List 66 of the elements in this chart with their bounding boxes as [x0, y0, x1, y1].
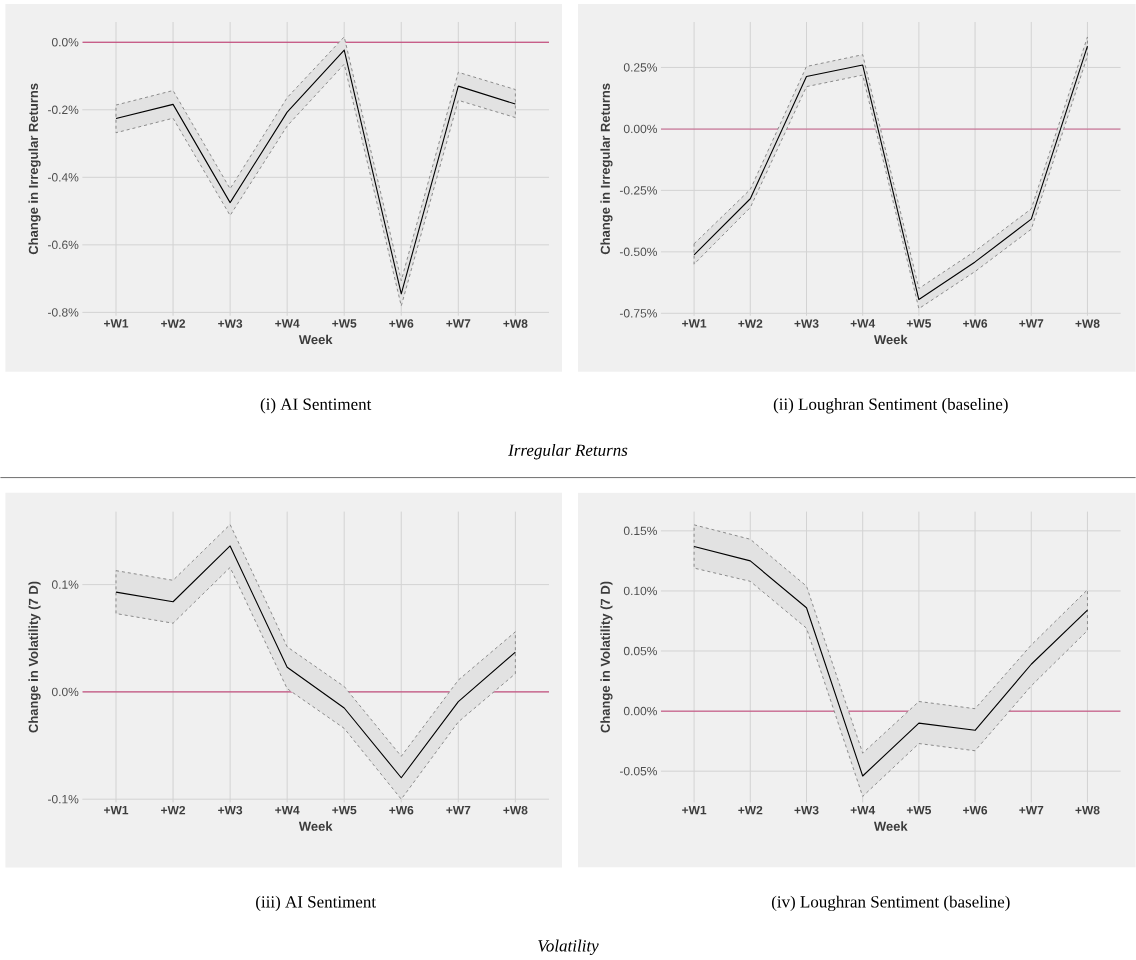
- y-tick-label: 0.0%: [51, 37, 79, 47]
- x-tick-label: +W7: [446, 319, 471, 328]
- y-tick-label: 0.10%: [623, 586, 657, 596]
- x-tick-label: +W2: [161, 805, 186, 815]
- x-tick-label: +W2: [738, 319, 763, 328]
- y-tick-label: -0.75%: [619, 308, 657, 318]
- x-tick-label: +W7: [446, 805, 471, 815]
- x-tick-label: +W6: [963, 319, 988, 328]
- x-tick-label: +W7: [1019, 805, 1044, 815]
- x-axis-title: Week: [873, 821, 908, 831]
- line-series: [693, 545, 1089, 777]
- x-tick-label: +W5: [332, 319, 357, 328]
- x-tick-label: +W1: [682, 319, 707, 328]
- x-tick-label: +W8: [1075, 319, 1100, 328]
- x-tick-label: +W1: [104, 319, 129, 328]
- y-tick-label: -0.2%: [48, 105, 79, 114]
- text: Irregular Returns: [508, 443, 628, 460]
- y-tick-label: -0.25%: [619, 185, 657, 195]
- x-tick-label: +W1: [104, 805, 129, 815]
- x-tick-label: +W4: [275, 805, 300, 815]
- text: (i) AI Sentiment: [260, 397, 372, 414]
- x-tick-label: +W8: [1075, 805, 1100, 815]
- x-tick-label: +W4: [850, 319, 876, 328]
- x-axis-title: Week: [298, 334, 333, 345]
- y-axis-title: Change in Irregular Returns: [28, 83, 41, 255]
- x-tick-label: +W2: [738, 805, 763, 815]
- y-axis-title: Change in Volatility (7 D): [600, 581, 613, 733]
- y-tick-label: 0.00%: [623, 706, 657, 716]
- text: Volatility: [538, 939, 599, 955]
- y-tick-label: 0.25%: [623, 63, 657, 72]
- x-tick-label: +W3: [218, 319, 243, 328]
- x-axis-title: Week: [873, 334, 908, 345]
- y-tick-label: 0.1%: [51, 580, 79, 589]
- y-tick-label: 0.00%: [623, 124, 657, 134]
- x-tick-label: +W6: [389, 319, 414, 328]
- y-axis-title: Change in Irregular Returns: [600, 83, 613, 255]
- y-tick-label: -0.6%: [48, 240, 79, 249]
- x-tick-label: +W3: [218, 805, 243, 815]
- y-axis-title: Change in Volatility (7 D): [28, 581, 41, 733]
- y-tick-label: -0.05%: [619, 766, 657, 776]
- x-tick-label: +W4: [275, 319, 300, 328]
- text: (iii) AI Sentiment: [256, 895, 376, 911]
- x-tick-label: +W6: [963, 805, 988, 815]
- x-tick-label: +W6: [389, 805, 414, 815]
- x-tick-label: +W8: [503, 319, 528, 328]
- x-tick-label: +W8: [503, 805, 528, 815]
- y-tick-label: 0.15%: [623, 526, 657, 535]
- y-tick-label: 0.0%: [51, 687, 79, 696]
- x-tick-label: +W3: [794, 805, 819, 815]
- y-tick-label: -0.8%: [48, 307, 79, 317]
- text: (iv) Loughran Sentiment (baseline): [771, 895, 1010, 911]
- text: (ii) Loughran Sentiment (baseline): [773, 397, 1008, 414]
- x-tick-label: +W5: [906, 805, 932, 815]
- x-tick-label: +W2: [161, 319, 186, 328]
- y-tick-label: -0.1%: [48, 794, 79, 804]
- y-tick-label: -0.50%: [619, 247, 657, 256]
- x-tick-label: +W5: [332, 805, 357, 815]
- y-tick-label: 0.05%: [623, 646, 657, 656]
- x-tick-label: +W1: [682, 805, 707, 815]
- x-axis-title: Week: [298, 821, 333, 831]
- x-tick-label: +W5: [906, 319, 932, 328]
- x-tick-label: +W3: [794, 319, 819, 328]
- x-tick-label: +W4: [850, 805, 876, 815]
- x-tick-label: +W7: [1019, 319, 1044, 328]
- line-series: [115, 545, 516, 779]
- y-tick-label: -0.4%: [48, 172, 79, 182]
